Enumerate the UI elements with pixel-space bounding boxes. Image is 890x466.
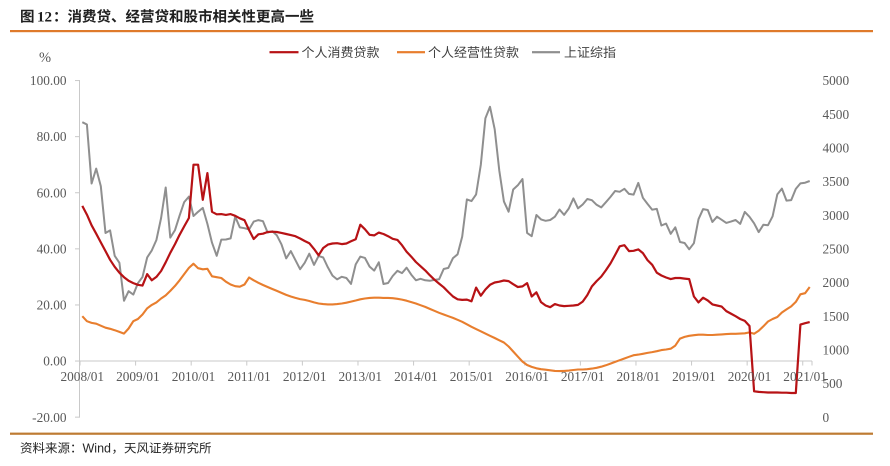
svg-text:2017/01: 2017/01 <box>561 369 605 384</box>
svg-text:60.00: 60.00 <box>37 185 67 200</box>
svg-text:80.00: 80.00 <box>37 129 67 144</box>
svg-text:2012/01: 2012/01 <box>283 369 327 384</box>
svg-text:2009/01: 2009/01 <box>116 369 160 384</box>
svg-text:Wind: Wind <box>83 442 112 456</box>
svg-text:2010/01: 2010/01 <box>172 369 216 384</box>
svg-text:12: 12 <box>37 10 52 26</box>
svg-text:500: 500 <box>823 376 843 391</box>
svg-text:3000: 3000 <box>823 208 850 223</box>
svg-text:-20.00: -20.00 <box>32 410 67 425</box>
svg-text:2011/01: 2011/01 <box>228 369 271 384</box>
svg-text:0.00: 0.00 <box>43 354 67 369</box>
svg-text:40.00: 40.00 <box>37 242 67 257</box>
svg-text:2015/01: 2015/01 <box>450 369 494 384</box>
svg-text:100.00: 100.00 <box>30 73 67 88</box>
svg-text:2016/01: 2016/01 <box>505 369 549 384</box>
svg-text:2013/01: 2013/01 <box>339 369 383 384</box>
svg-text:%: % <box>39 50 51 66</box>
svg-text:2500: 2500 <box>823 242 850 257</box>
svg-text:4000: 4000 <box>823 141 850 156</box>
svg-text:2019/01: 2019/01 <box>672 369 716 384</box>
svg-text:2014/01: 2014/01 <box>394 369 438 384</box>
svg-text:2018/01: 2018/01 <box>617 369 661 384</box>
svg-text:2021/01: 2021/01 <box>783 369 827 384</box>
svg-text:3500: 3500 <box>823 174 850 189</box>
svg-text:2008/01: 2008/01 <box>61 369 105 384</box>
svg-text:1500: 1500 <box>823 309 850 324</box>
svg-text:20.00: 20.00 <box>37 298 67 313</box>
svg-text:4500: 4500 <box>823 107 850 122</box>
svg-text:2020/01: 2020/01 <box>728 369 772 384</box>
svg-text:5000: 5000 <box>823 73 850 88</box>
svg-text:1000: 1000 <box>823 342 850 357</box>
svg-text:0: 0 <box>823 410 830 425</box>
svg-text:2000: 2000 <box>823 275 850 290</box>
